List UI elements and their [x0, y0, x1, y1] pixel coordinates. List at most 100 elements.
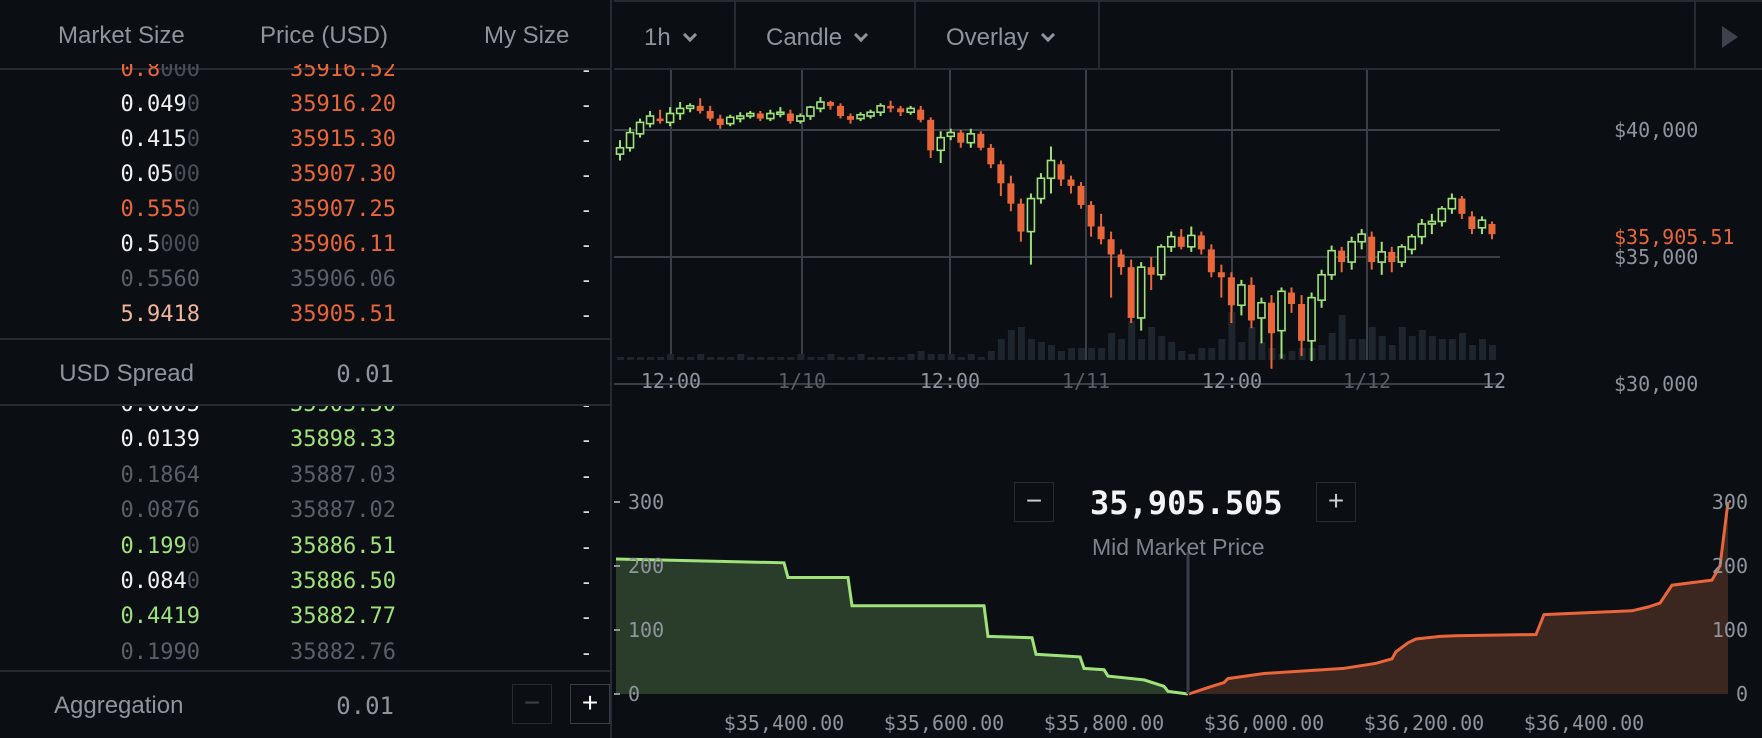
volume-bar [1438, 339, 1446, 360]
depth-y-tick-left: 100 [628, 618, 664, 642]
volume-bar [847, 357, 855, 360]
size-value: 0.0005 [121, 406, 200, 417]
asks-row[interactable]: 0.0500 35907.30 - [0, 158, 612, 193]
play-button[interactable] [1694, 2, 1762, 70]
my-size-header[interactable]: My Size [484, 22, 570, 49]
depth-y-tick-left: 0 [628, 682, 640, 706]
my-size-value: - [582, 533, 590, 559]
aggregation-increase-button[interactable]: + [570, 684, 610, 724]
bids-row[interactable]: 0.0876 35887.02 - [0, 494, 612, 529]
bids-row[interactable]: 0.1990 35886.51 - [0, 530, 612, 565]
volume-bar [1258, 342, 1266, 360]
my-size-value: - [582, 604, 590, 630]
volume-bar [887, 357, 895, 360]
size-padding: 00 [173, 162, 201, 187]
asks-size: 5.9418 [121, 302, 200, 327]
asks-row[interactable]: 0.0490 35916.20 - [0, 88, 612, 123]
bids-row[interactable]: 0.0139 35898.33 - [0, 423, 612, 458]
volume-bar [967, 354, 975, 360]
bids-row[interactable]: 0.0840 35886.50 - [0, 565, 612, 600]
volume-bar [1398, 327, 1406, 360]
size-value: 0.199 [120, 533, 187, 559]
candle-body [1136, 266, 1146, 319]
bids-size: 0.1990 [121, 640, 200, 665]
volume-bar [737, 354, 745, 360]
overlay-select[interactable]: Overlay [916, 2, 1100, 70]
volume-bar [767, 357, 775, 360]
size-padding: 0 [186, 533, 200, 559]
size-value: 0.4419 [120, 604, 200, 630]
aggregation-decrease-button[interactable]: − [512, 684, 552, 724]
volume-bar [667, 354, 675, 360]
asks-row[interactable]: 0.4150 35915.30 - [0, 123, 612, 158]
asks-price: 35906.11 [290, 232, 396, 257]
aggregation-value: 0.01 [336, 692, 394, 720]
candle-body [696, 105, 704, 111]
bids-size: 0.0139 [121, 427, 200, 452]
asks-row[interactable]: 0.5560 35906.06 - [0, 263, 612, 298]
candle-body [1046, 159, 1056, 180]
asks-row[interactable]: 5.9418 35905.51 - [0, 298, 612, 333]
volume-bar [997, 339, 1005, 360]
my-size-value: - [582, 64, 590, 82]
volume-bar [1118, 339, 1126, 360]
price-chart[interactable]: $40,000 $35,000 $30,000 12:00 1/10 12:00 1/11… [614, 70, 1762, 446]
depth-y-tick-right: 0 [1736, 682, 1748, 706]
candle-body [917, 109, 925, 120]
asks-row[interactable]: 0.5000 35906.11 - [0, 228, 612, 263]
depth-x-tick: $35,800.00 [1044, 711, 1164, 735]
my-size-value: - [582, 462, 590, 488]
bids-list[interactable]: 0.0005 35905.50 - 0.0139 35898.33 - 0.1864 3588… [0, 406, 612, 668]
volume-bar [867, 357, 875, 360]
bids-row[interactable]: 0.4419 35882.77 - [0, 600, 612, 635]
volume-bar [1238, 342, 1246, 360]
volume-bar [687, 357, 695, 360]
volume-bar [757, 357, 765, 360]
candle-body [897, 108, 905, 113]
bid-depth-line [615, 557, 1189, 696]
bids-row[interactable]: 0.1990 35882.76 - [0, 636, 612, 668]
bids-size: 0.4419 [121, 604, 200, 629]
volume-bar [1178, 351, 1186, 360]
volume-bar [1007, 330, 1015, 360]
asks-price: 35906.06 [290, 267, 396, 292]
volume-bar [1408, 336, 1416, 360]
depth-x-tick: $36,000.00 [1204, 711, 1324, 735]
volume-bar [817, 357, 825, 360]
mid-market-price: 35,905.505 [1090, 484, 1283, 522]
depth-x-tick: $35,600.00 [884, 711, 1004, 735]
bids-row[interactable]: 0.1864 35887.03 - [0, 459, 612, 494]
candle-body [1447, 197, 1457, 210]
my-size-value: - [582, 302, 590, 327]
size-value: 0.555 [120, 197, 187, 222]
bids-price: 35898.33 [290, 427, 396, 453]
candle-body [1388, 251, 1396, 263]
depth-x-tick: $36,400.00 [1524, 711, 1644, 735]
asks-price: 35907.25 [290, 197, 396, 222]
volume-bar [1458, 333, 1466, 360]
mid-zoom-out-button[interactable]: − [1014, 482, 1054, 522]
size-value: 0.1990 [120, 639, 200, 665]
bids-row[interactable]: 0.0005 35905.50 - [0, 406, 612, 423]
size-padding: 0 [186, 92, 200, 117]
my-size-value: - [582, 92, 590, 117]
volume-bar [1108, 333, 1116, 360]
chevron-down-icon [1040, 27, 1055, 43]
depth-chart[interactable]: 0 0 100 100 200 200 300 300 $35,400.00 $35,600.0… [614, 446, 1762, 738]
volume-bar [1068, 348, 1076, 360]
volume-bar [697, 354, 705, 360]
interval-select[interactable]: 1h [614, 2, 736, 70]
asks-size: 0.8000 [121, 64, 201, 82]
play-icon [1722, 26, 1738, 48]
depth-x-tick: $35,400.00 [724, 711, 844, 735]
price-header[interactable]: Price (USD) [260, 22, 389, 49]
asks-row[interactable]: 0.5550 35907.25 - [0, 193, 612, 228]
mid-zoom-in-button[interactable]: + [1316, 482, 1356, 522]
candle-body [1186, 234, 1196, 248]
candle-body [1197, 235, 1205, 250]
asks-list[interactable]: 0.8000 35916.52-0.0490 35916.20-0.4150 3591… [0, 64, 612, 337]
chart-type-select[interactable]: Candle [736, 2, 916, 70]
asks-row[interactable]: 0.8000 35916.52 - [0, 64, 612, 88]
market-size-header[interactable]: Market Size [58, 22, 185, 49]
candle-body [1257, 301, 1266, 319]
